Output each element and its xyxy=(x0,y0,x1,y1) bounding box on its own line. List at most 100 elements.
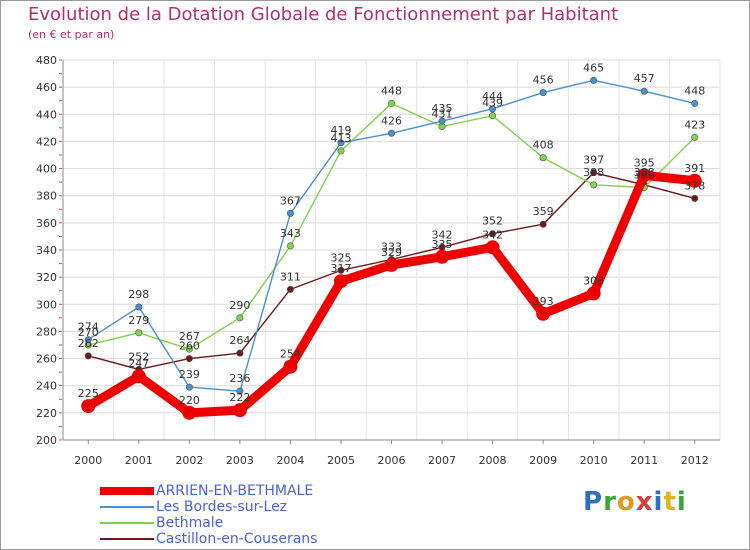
data-label: 279 xyxy=(128,314,149,327)
data-point xyxy=(135,329,143,337)
logo-letter: r xyxy=(603,487,617,517)
data-point xyxy=(489,230,497,238)
data-point xyxy=(536,306,551,321)
data-point xyxy=(337,139,345,147)
data-label: 395 xyxy=(634,156,655,169)
x-tick-label: 2000 xyxy=(74,454,102,467)
data-label: 359 xyxy=(533,205,554,218)
data-label: 225 xyxy=(78,387,99,400)
data-label: 270 xyxy=(78,326,99,339)
data-label: 419 xyxy=(330,124,351,137)
x-tick-label: 2010 xyxy=(580,454,608,467)
logo-letter: x xyxy=(635,487,654,517)
data-label: 262 xyxy=(78,337,99,350)
data-label: 388 xyxy=(583,166,604,179)
data-label: 252 xyxy=(128,350,149,363)
logo-letter: i xyxy=(676,487,687,517)
data-point xyxy=(489,112,497,120)
legend-label: Les Bordes-sur-Lez xyxy=(156,499,288,515)
data-label: 222 xyxy=(229,391,250,404)
y-tick-label: 360 xyxy=(36,217,57,230)
data-point xyxy=(435,249,450,264)
x-tick-label: 2011 xyxy=(630,454,658,467)
proxiti-logo: Proxiti xyxy=(583,487,687,517)
x-tick-label: 2003 xyxy=(226,454,254,467)
data-point xyxy=(590,76,598,84)
y-tick-label: 300 xyxy=(36,298,57,311)
data-label: 391 xyxy=(684,162,705,175)
data-label: 408 xyxy=(533,139,554,152)
y-tick-label: 420 xyxy=(36,135,57,148)
legend-label: ARRIEN-EN-BETHMALE xyxy=(156,483,314,499)
data-point xyxy=(283,359,298,374)
data-label: 386 xyxy=(634,169,655,182)
data-label: 413 xyxy=(330,132,351,145)
data-label: 448 xyxy=(684,84,705,97)
x-tick-label: 2004 xyxy=(276,454,304,467)
data-point xyxy=(337,266,345,274)
data-label: 388 xyxy=(634,166,655,179)
x-tick-label: 2001 xyxy=(125,454,153,467)
y-tick-label: 320 xyxy=(36,271,57,284)
x-tick-label: 2012 xyxy=(681,454,709,467)
legend-swatch xyxy=(100,522,154,524)
data-label: 426 xyxy=(381,114,402,127)
data-point xyxy=(84,352,92,360)
data-label: 260 xyxy=(179,340,200,353)
data-label: 333 xyxy=(381,241,402,254)
y-tick-label: 340 xyxy=(36,244,57,257)
x-tick-label: 2006 xyxy=(378,454,406,467)
data-label: 448 xyxy=(381,84,402,97)
legend-label: Bethmale xyxy=(156,515,224,531)
x-tick-label: 2005 xyxy=(327,454,355,467)
y-tick-label: 400 xyxy=(36,163,57,176)
data-point xyxy=(185,345,193,353)
data-point xyxy=(182,405,197,420)
y-tick-label: 200 xyxy=(36,434,57,447)
data-label: 457 xyxy=(634,72,655,85)
data-point xyxy=(286,209,294,217)
data-label: 329 xyxy=(381,246,402,259)
data-point xyxy=(687,173,702,188)
data-point xyxy=(185,355,193,363)
data-point xyxy=(337,147,345,155)
data-point xyxy=(640,87,648,95)
logo-letter: i xyxy=(653,487,664,517)
data-point xyxy=(586,286,601,301)
data-point xyxy=(387,99,395,107)
data-label: 254 xyxy=(280,348,301,361)
data-label: 317 xyxy=(330,262,351,275)
data-point xyxy=(131,369,146,384)
series-line xyxy=(87,102,696,350)
legend-label: Castillon-en-Couserans xyxy=(156,531,318,547)
data-label: 239 xyxy=(179,368,200,381)
chart-title: Evolution de la Dotation Globale de Fonc… xyxy=(28,4,619,25)
data-label: 267 xyxy=(179,330,200,343)
y-tick-label: 280 xyxy=(36,325,57,338)
data-label: 444 xyxy=(482,90,503,103)
data-label: 311 xyxy=(280,270,301,283)
data-label: 423 xyxy=(684,118,705,131)
data-point xyxy=(485,240,500,255)
data-label: 293 xyxy=(533,295,554,308)
data-point xyxy=(185,383,193,391)
data-label: 298 xyxy=(128,288,149,301)
y-tick-label: 380 xyxy=(36,190,57,203)
data-label: 456 xyxy=(533,74,554,87)
data-point xyxy=(539,220,547,228)
data-point xyxy=(691,133,699,141)
data-point xyxy=(691,194,699,202)
data-point xyxy=(135,303,143,311)
logo-letter: t xyxy=(663,487,677,517)
data-label: 435 xyxy=(432,102,453,115)
data-label: 439 xyxy=(482,97,503,110)
data-point xyxy=(489,105,497,113)
data-label: 264 xyxy=(229,334,250,347)
legend-swatch xyxy=(100,538,154,540)
x-tick-label: 2009 xyxy=(529,454,557,467)
y-tick-label: 220 xyxy=(36,407,57,420)
data-label: 367 xyxy=(280,194,301,207)
logo-letter: o xyxy=(616,487,636,517)
